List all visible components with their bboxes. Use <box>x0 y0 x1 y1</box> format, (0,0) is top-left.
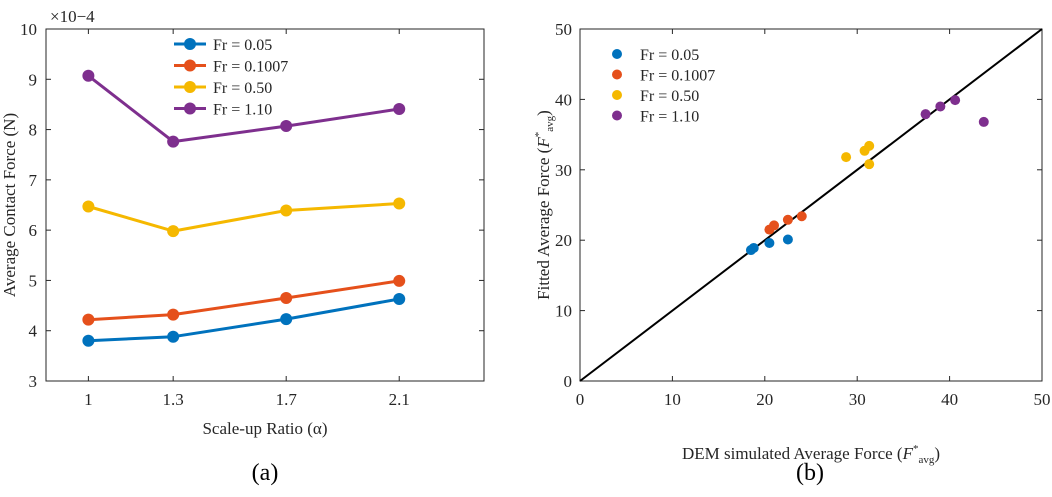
y-axis-label-b: Fitted Average Force (F*avg) <box>533 110 556 300</box>
y-axis-label-b-text: Fitted Average Force <box>534 158 553 300</box>
x-axis-label-b: DEM simulated Average Force (F*avg) <box>682 443 940 466</box>
scatter-point-b <box>935 101 946 112</box>
data-point-a <box>82 69 95 82</box>
scatter-point-b <box>841 152 852 163</box>
data-point-a <box>167 135 180 148</box>
x-tick-label-b: 40 <box>941 390 958 409</box>
legend-swatch-marker-a <box>184 102 196 115</box>
y-tick-label-b: 20 <box>555 231 572 250</box>
y-multiplier-a: ×10−4 <box>50 7 95 26</box>
scatter-point-b <box>950 95 961 106</box>
scatter-point-b <box>782 214 793 225</box>
legend-label-a: Fr = 1.10 <box>213 102 272 119</box>
legend-swatch-marker-a <box>184 81 196 93</box>
x-tick-label-a: 2.1 <box>389 390 410 409</box>
legend-label-b: Fr = 0.05 <box>640 47 699 64</box>
y-tick-label-a: 5 <box>29 271 38 290</box>
data-point-a <box>393 197 406 210</box>
x-tick-label-b: 10 <box>664 390 681 409</box>
legend-a: Fr = 0.05 Fr = 0.1007 Fr = 0.50 Fr = 1.10 <box>174 37 288 119</box>
chart-b: 0 10 20 30 40 50 0 10 20 30 40 50 DEM simulated Ave… <box>533 20 1051 486</box>
y-axis-label-a: Average Contact Force (N) <box>0 113 19 297</box>
x-tick-label-b: 50 <box>1034 390 1051 409</box>
scatter-point-b <box>769 220 780 231</box>
x-tick-label-a: 1.3 <box>163 390 184 409</box>
series-line-a-0 <box>88 297 400 343</box>
data-point-a <box>393 102 406 115</box>
data-point-a <box>280 120 293 133</box>
x-axis-label-a: Scale-up Ratio (α) <box>202 419 327 438</box>
y-tick-label-a: 9 <box>29 70 38 89</box>
scatter-point-b <box>796 211 807 222</box>
y-tick-label-a: 7 <box>29 171 38 190</box>
scatter-point-b <box>864 140 875 151</box>
data-point-a <box>167 225 180 238</box>
x-tick-label-b: 0 <box>576 390 585 409</box>
legend-swatch-marker-a <box>184 38 196 50</box>
data-point-a <box>280 313 293 326</box>
legend-swatch-marker-a <box>184 59 196 72</box>
legend-b: Fr = 0.05 Fr = 0.1007 Fr = 0.50 Fr = 1.10 <box>612 47 715 126</box>
legend-label-a: Fr = 0.05 <box>213 37 272 54</box>
legend-label-b: Fr = 1.10 <box>640 109 699 126</box>
y-tick-label-b: 30 <box>555 161 572 180</box>
legend-label-a: Fr = 0.50 <box>213 80 272 97</box>
scatter-point-b <box>920 109 931 120</box>
x-tick-label-a: 1 <box>84 390 93 409</box>
y-tick-label-a: 4 <box>29 322 38 341</box>
data-point-a <box>393 274 406 287</box>
x-tick-label-b: 20 <box>756 390 773 409</box>
data-point-a <box>167 308 180 321</box>
data-point-a <box>82 334 95 347</box>
x-axis-label-b-text: DEM simulated Average Force <box>682 444 893 463</box>
y-tick-label-b: 0 <box>564 372 573 391</box>
panel-label-a: (a) <box>252 460 279 486</box>
scatter-point-b <box>748 242 759 253</box>
x-tick-label-a: 1.7 <box>276 390 298 409</box>
chart-a: 3 4 5 6 7 8 9 10 1 1.3 1.7 2.1 ×10−4 Scale-up Ratio… <box>0 7 485 486</box>
reference-line-y-equals-x <box>579 28 1043 382</box>
y-tick-label-b: 50 <box>555 20 572 39</box>
scatter-point-b <box>764 238 775 249</box>
y-tick-label-a: 8 <box>29 121 38 140</box>
scatter-point-b <box>864 159 875 170</box>
legend-swatch-marker-b <box>612 49 622 59</box>
y-tick-label-a: 3 <box>29 372 38 391</box>
series-line-a-2 <box>87 202 400 233</box>
panel-label-b: (b) <box>796 460 824 486</box>
x-tick-label-b: 30 <box>849 390 866 409</box>
data-point-a <box>82 313 95 326</box>
series-line-a-1 <box>88 279 400 322</box>
scatter-point-b <box>782 234 793 245</box>
legend-swatch-marker-b <box>612 110 622 121</box>
series-line-a-3 <box>87 74 400 144</box>
scatter-point-b <box>978 116 989 127</box>
data-point-a <box>167 330 180 343</box>
y-tick-label-a: 10 <box>20 20 37 39</box>
y-tick-label-a: 6 <box>29 221 38 240</box>
y-tick-label-b: 10 <box>555 302 572 321</box>
legend-label-b: Fr = 0.50 <box>640 88 699 105</box>
legend-swatch-marker-b <box>612 90 622 100</box>
data-point-a <box>280 292 293 305</box>
y-tick-label-b: 40 <box>555 90 572 109</box>
data-point-a <box>280 204 293 217</box>
legend-label-b: Fr = 0.1007 <box>640 68 715 85</box>
data-point-a <box>82 200 95 213</box>
legend-swatch-marker-b <box>612 69 622 80</box>
legend-label-a: Fr = 0.1007 <box>213 59 288 76</box>
data-point-a <box>393 293 406 306</box>
